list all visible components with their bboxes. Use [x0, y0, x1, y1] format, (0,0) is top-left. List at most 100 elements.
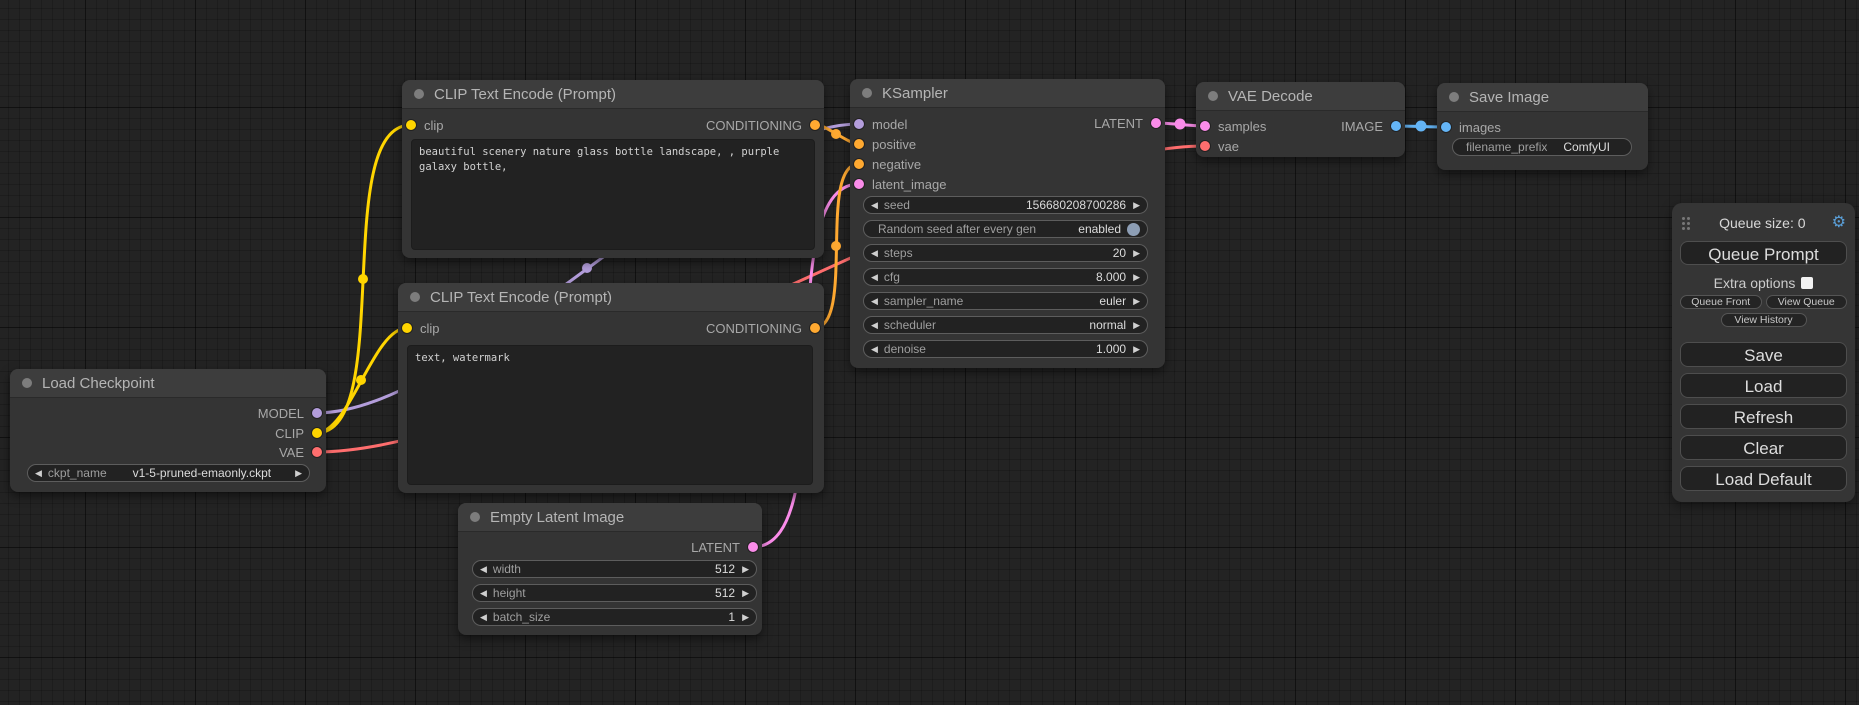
output-slot-conditioning: CONDITIONING — [706, 318, 820, 338]
increment-arrow-icon[interactable]: ▶ — [295, 467, 302, 478]
batch-size-widget[interactable]: ◀ batch_size 1 ▶ — [472, 608, 757, 626]
increment-arrow-icon[interactable]: ▶ — [742, 587, 749, 598]
toggle-icon[interactable] — [1127, 222, 1140, 236]
decrement-arrow-icon[interactable]: ◀ — [871, 247, 878, 258]
clip-input-port[interactable] — [406, 120, 416, 130]
output-slot-latent: LATENT — [1094, 113, 1161, 133]
load-button[interactable]: Load — [1680, 373, 1847, 398]
queue-prompt-button[interactable]: Queue Prompt — [1680, 241, 1847, 265]
view-queue-button[interactable]: View Queue — [1765, 295, 1847, 309]
clear-button[interactable]: Clear — [1680, 435, 1847, 460]
collapse-dot-icon[interactable] — [1449, 92, 1459, 102]
steps-widget[interactable]: ◀ steps 20 ▶ — [863, 244, 1148, 262]
samples-input-port[interactable] — [1200, 121, 1210, 131]
view-history-button[interactable]: View History — [1720, 313, 1807, 327]
node-title-bar[interactable]: Load Checkpoint — [10, 369, 326, 398]
decrement-arrow-icon[interactable]: ◀ — [871, 295, 878, 306]
node-empty-latent-image[interactable]: Empty Latent Image LATENT ◀ width 512 ▶ … — [458, 503, 762, 635]
denoise-widget[interactable]: ◀ denoise 1.000 ▶ — [863, 340, 1148, 358]
vae-input-port[interactable] — [1200, 141, 1210, 151]
negative-input-port[interactable] — [854, 159, 864, 169]
widget-value: ComfyUI — [1563, 140, 1611, 154]
increment-arrow-icon[interactable]: ▶ — [1133, 295, 1140, 306]
node-title-bar[interactable]: Save Image — [1437, 83, 1648, 112]
model-input-port[interactable] — [854, 119, 864, 129]
scheduler-widget[interactable]: ◀ scheduler normal ▶ — [863, 316, 1148, 334]
input-slot-clip: clip — [402, 318, 440, 338]
increment-arrow-icon[interactable]: ▶ — [1133, 199, 1140, 210]
node-title-bar[interactable]: KSampler — [850, 79, 1165, 108]
slot-label: IMAGE — [1341, 118, 1383, 134]
height-widget[interactable]: ◀ height 512 ▶ — [472, 584, 757, 602]
decrement-arrow-icon[interactable]: ◀ — [480, 611, 487, 622]
filename-prefix-widget[interactable]: filename_prefix ComfyUI — [1452, 138, 1632, 156]
widget-label: seed — [883, 198, 910, 212]
decrement-arrow-icon[interactable]: ◀ — [480, 587, 487, 598]
latent-output-port[interactable] — [1151, 118, 1161, 128]
collapse-dot-icon[interactable] — [414, 89, 424, 99]
input-slot-samples: samples — [1200, 116, 1266, 136]
node-title-bar[interactable]: CLIP Text Encode (Prompt) — [402, 80, 824, 109]
gear-icon[interactable]: ⚙ — [1831, 214, 1846, 231]
increment-arrow-icon[interactable]: ▶ — [1133, 247, 1140, 258]
slot-label: latent_image — [872, 176, 947, 192]
decrement-arrow-icon[interactable]: ◀ — [871, 319, 878, 330]
node-ksampler[interactable]: KSampler model positive negative latent_… — [850, 79, 1165, 368]
increment-arrow-icon[interactable]: ▶ — [742, 611, 749, 622]
widget-label: height — [492, 586, 526, 600]
decrement-arrow-icon[interactable]: ◀ — [871, 343, 878, 354]
widget-value: 156680208700286 — [1025, 198, 1127, 212]
node-clip-text-encode-negative[interactable]: CLIP Text Encode (Prompt) clip CONDITION… — [398, 283, 824, 493]
load-default-button[interactable]: Load Default — [1680, 466, 1847, 491]
node-save-image[interactable]: Save Image images filename_prefix ComfyU… — [1437, 83, 1648, 170]
seed-widget[interactable]: ◀ seed 156680208700286 ▶ — [863, 196, 1148, 214]
output-slot-latent: LATENT — [691, 537, 758, 557]
node-load-checkpoint[interactable]: Load Checkpoint MODEL CLIP VAE ◀ ckpt_na… — [10, 369, 326, 492]
decrement-arrow-icon[interactable]: ◀ — [35, 467, 42, 478]
images-input-port[interactable] — [1441, 122, 1451, 132]
increment-arrow-icon[interactable]: ▶ — [1133, 271, 1140, 282]
clip-output-port[interactable] — [312, 428, 322, 438]
node-clip-text-encode-positive[interactable]: CLIP Text Encode (Prompt) clip CONDITION… — [402, 80, 824, 258]
conditioning-output-port[interactable] — [810, 323, 820, 333]
increment-arrow-icon[interactable]: ▶ — [742, 563, 749, 574]
node-title-bar[interactable]: VAE Decode — [1196, 82, 1405, 111]
drag-handle-icon[interactable] — [1682, 216, 1685, 220]
queue-front-button[interactable]: Queue Front — [1680, 295, 1762, 309]
latent-input-port[interactable] — [854, 179, 864, 189]
link-samples-dot — [1174, 118, 1186, 130]
sampler-name-widget[interactable]: ◀ sampler_name euler ▶ — [863, 292, 1148, 310]
cfg-widget[interactable]: ◀ cfg 8.000 ▶ — [863, 268, 1148, 286]
save-button[interactable]: Save — [1680, 342, 1847, 367]
collapse-dot-icon[interactable] — [470, 512, 480, 522]
slot-label: CONDITIONING — [705, 320, 802, 336]
ckpt-name-widget[interactable]: ◀ ckpt_name v1-5-pruned-emaonly.ckpt ▶ — [27, 464, 310, 482]
node-vae-decode[interactable]: VAE Decode samples vae IMAGE — [1196, 82, 1405, 157]
random-seed-widget[interactable]: Random seed after every gen enabled — [863, 220, 1148, 238]
decrement-arrow-icon[interactable]: ◀ — [480, 563, 487, 574]
model-output-port[interactable] — [312, 408, 322, 418]
refresh-button[interactable]: Refresh — [1680, 404, 1847, 429]
extra-options-checkbox[interactable] — [1801, 276, 1814, 289]
collapse-dot-icon[interactable] — [1208, 91, 1218, 101]
negative-prompt-textarea[interactable]: text, watermark — [407, 345, 813, 485]
slot-label: clip — [420, 320, 440, 336]
decrement-arrow-icon[interactable]: ◀ — [871, 271, 878, 282]
decrement-arrow-icon[interactable]: ◀ — [871, 199, 878, 210]
increment-arrow-icon[interactable]: ▶ — [1133, 319, 1140, 330]
node-title-bar[interactable]: CLIP Text Encode (Prompt) — [398, 283, 824, 312]
vae-output-port[interactable] — [312, 447, 322, 457]
increment-arrow-icon[interactable]: ▶ — [1133, 343, 1140, 354]
positive-prompt-textarea[interactable]: beautiful scenery nature glass bottle la… — [411, 139, 815, 250]
width-widget[interactable]: ◀ width 512 ▶ — [472, 560, 757, 578]
collapse-dot-icon[interactable] — [22, 378, 32, 388]
node-title-bar[interactable]: Empty Latent Image — [458, 503, 762, 532]
conditioning-output-port[interactable] — [810, 120, 820, 130]
latent-output-port[interactable] — [748, 542, 758, 552]
collapse-dot-icon[interactable] — [410, 292, 420, 302]
clip-input-port[interactable] — [402, 323, 412, 333]
positive-input-port[interactable] — [854, 139, 864, 149]
image-output-port[interactable] — [1391, 121, 1401, 131]
collapse-dot-icon[interactable] — [862, 88, 872, 98]
